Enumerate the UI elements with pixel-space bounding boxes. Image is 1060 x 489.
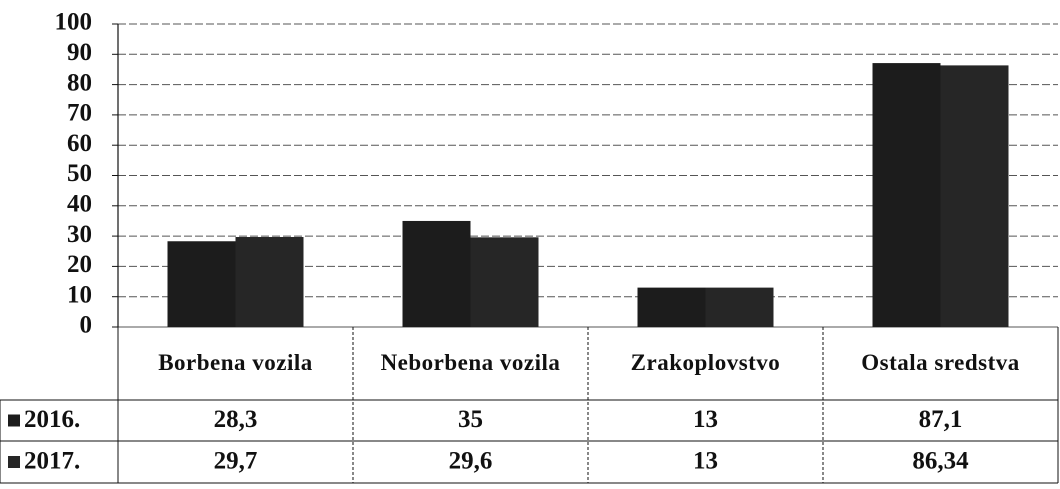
table-value: 28,3 [214, 406, 258, 433]
table-value: 87,1 [919, 406, 963, 433]
bar [637, 287, 706, 327]
table-value: 35 [458, 406, 483, 433]
y-tick-label: 50 [67, 160, 92, 187]
legend-marker [8, 414, 20, 427]
table-value: 86,34 [912, 448, 969, 475]
y-tick-label: 0 [80, 312, 93, 339]
y-tick-label: 20 [67, 251, 92, 278]
y-tick-label: 100 [55, 9, 93, 36]
category-label-box: Zrakoplovstvo [630, 350, 781, 376]
bar [167, 241, 236, 327]
bar [705, 287, 774, 327]
category-label: Borbena vozila [158, 350, 313, 376]
y-tick-label: 10 [67, 281, 92, 308]
y-tick-label: 60 [67, 130, 92, 157]
bar [470, 237, 539, 327]
category-label: Zrakoplovstvo [630, 350, 781, 376]
table-value: 13 [693, 448, 718, 475]
category-label: Ostala sredstva [861, 350, 1020, 376]
table-value: 29,6 [449, 448, 493, 475]
legend-marker [8, 456, 20, 468]
category-label-box: Neborbena vozila [380, 350, 561, 376]
y-tick-label: 30 [67, 221, 92, 248]
bar [235, 237, 304, 327]
bar [402, 220, 471, 327]
category-label-box: Borbena vozila [158, 350, 313, 376]
y-tick-label: 70 [67, 100, 92, 127]
legend-label: 2016. [24, 406, 80, 433]
category-label: Neborbena vozila [380, 350, 561, 376]
table-value: 13 [693, 406, 718, 433]
bar [940, 65, 1009, 327]
y-tick-label: 80 [67, 69, 92, 96]
y-tick-label: 40 [67, 191, 92, 218]
y-tick-label: 90 [67, 39, 92, 66]
category-label-box: Ostala sredstva [861, 350, 1020, 376]
bar [872, 63, 941, 327]
table-value: 29,7 [214, 448, 258, 475]
legend-label: 2017. [24, 448, 80, 475]
